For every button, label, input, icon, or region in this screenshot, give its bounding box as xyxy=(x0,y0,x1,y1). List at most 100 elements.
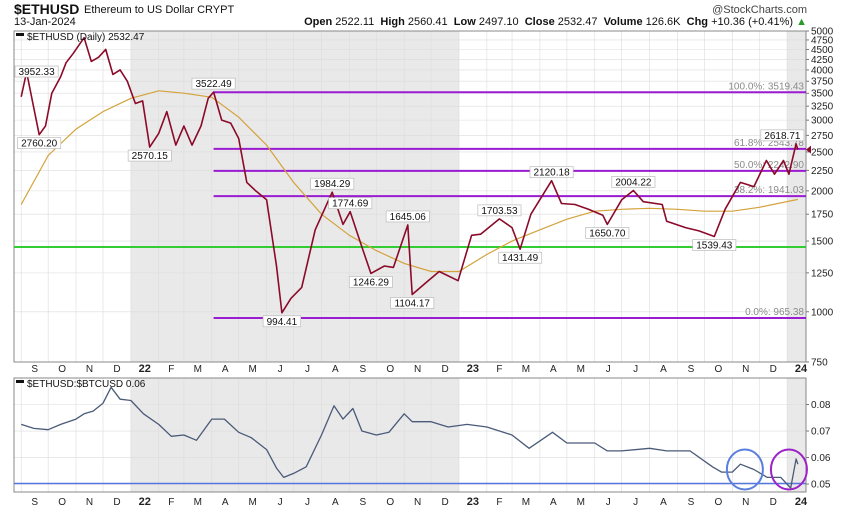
ratio-x-tick-label: O xyxy=(386,497,394,508)
y-tick-label: 3750 xyxy=(811,77,834,88)
y-tick-label: 2500 xyxy=(811,147,834,158)
pivot-label: 1104.17 xyxy=(395,299,431,310)
pivot-label-box xyxy=(191,77,236,90)
pivot-label: 3952.33 xyxy=(19,67,56,78)
x-tick-label: N xyxy=(86,364,93,375)
pivot-label: 1645.06 xyxy=(390,212,427,223)
pivot-label-box xyxy=(14,65,59,78)
pivot-label-box xyxy=(310,177,355,190)
x-tick-label: 22 xyxy=(139,363,151,375)
x-tick-label: J xyxy=(633,364,638,375)
y-tick-label: 1500 xyxy=(811,237,834,248)
x-tick-label: A xyxy=(660,364,667,375)
y-tick-label: 1000 xyxy=(811,307,834,318)
fib-level-label: 38.2%: 1941.03 xyxy=(734,185,804,196)
chg-label: Chg xyxy=(686,16,709,28)
pivot-label-box xyxy=(477,204,522,217)
ratio-x-tick-label: A xyxy=(222,497,229,508)
ratio-line xyxy=(21,386,799,489)
x-tick-label: N xyxy=(414,364,421,375)
ratio-x-tick-label: M xyxy=(194,497,202,508)
ratio-panel-frame xyxy=(13,377,807,493)
x-tick-label: O xyxy=(386,364,394,375)
x-tick-label: F xyxy=(496,364,502,375)
ratio-x-tick-label: 23 xyxy=(467,496,479,508)
ratio-x-tick-label: J xyxy=(278,497,283,508)
pivot-label-box xyxy=(585,227,630,239)
ratio-x-tick-label: A xyxy=(332,497,339,508)
ratio-x-tick-label: S xyxy=(31,497,38,508)
volume-label: Volume xyxy=(603,16,643,28)
x-tick-label: J xyxy=(305,364,310,375)
pivot-label: 2760.20 xyxy=(21,139,58,150)
ratio-x-tick-label: J xyxy=(305,497,310,508)
y-tick-label: 5000 xyxy=(811,27,834,38)
fib-level-label: 0.0%: 965.38 xyxy=(745,307,804,318)
x-tick-label: D xyxy=(441,364,448,375)
pivot-label-box xyxy=(529,166,574,179)
ratio-x-tick-label: 22 xyxy=(139,496,151,508)
pivot-label-box xyxy=(17,137,62,150)
pivot-label-box xyxy=(328,197,373,210)
open-label: Open xyxy=(304,16,333,28)
pivot-label: 1650.70 xyxy=(589,228,626,239)
x-tick-label: M xyxy=(249,364,257,375)
x-tick-label: D xyxy=(770,364,777,375)
fib-level-label: 100.0%: 3519.43 xyxy=(728,81,804,92)
x-tick-label: M xyxy=(577,364,585,375)
chart-header: $ETHUSD Ethereum to US Dollar CRYPT 13-J… xyxy=(0,0,851,30)
pivot-label-box xyxy=(127,149,172,162)
chg-value: +10.36 (+0.41%) xyxy=(711,16,794,28)
pivot-label-box xyxy=(390,297,435,309)
watermark: @StockCharts.com xyxy=(712,4,807,16)
low-label: Low xyxy=(453,16,476,28)
x-tick-label: J xyxy=(606,364,611,375)
legend-swatch xyxy=(16,380,24,383)
pivot-label: 1539.43 xyxy=(696,241,733,252)
pivot-label-box xyxy=(692,239,737,251)
high-value: 2560.41 xyxy=(407,16,448,28)
pivot-label: 3522.49 xyxy=(195,79,232,90)
y-tick-label: 1250 xyxy=(811,268,834,279)
last-value-marker xyxy=(806,145,811,154)
y-tick-label: 750 xyxy=(811,358,828,369)
chart-date: 13-Jan-2024 xyxy=(14,16,76,28)
pivot-label-box xyxy=(385,210,430,223)
y-tick-label: 2250 xyxy=(811,166,834,177)
ratio-x-tick-label: M xyxy=(249,497,257,508)
main-legend: $ETHUSD (Daily) 2532.47 xyxy=(27,32,145,43)
ratio-x-tick-label: N xyxy=(86,497,93,508)
y-tick-label: 3000 xyxy=(811,116,834,127)
ratio-x-tick-label: 24 xyxy=(795,496,808,508)
x-tick-label: F xyxy=(168,364,174,375)
y-tick-label: 1750 xyxy=(811,210,834,221)
ratio-x-tick-label: A xyxy=(550,497,557,508)
y-tick-label: 3500 xyxy=(811,89,834,100)
highlight-circle xyxy=(725,448,764,491)
x-tick-label: N xyxy=(742,364,749,375)
up-arrow-icon: ▲ xyxy=(796,16,807,28)
volume-value: 126.6K xyxy=(645,16,681,28)
ratio-x-tick-label: M xyxy=(577,497,585,508)
open-value: 2522.11 xyxy=(335,16,375,28)
pivot-label: 994.41 xyxy=(267,317,298,328)
ratio-x-tick-label: O xyxy=(714,497,722,508)
x-tick-label: 23 xyxy=(467,363,479,375)
ratio-x-tick-label: O xyxy=(58,497,66,508)
ratio-x-tick-label: D xyxy=(113,497,120,508)
x-tick-label: O xyxy=(714,364,722,375)
pivot-label-box xyxy=(611,176,656,188)
y-tick-label: 3250 xyxy=(811,102,834,113)
ratio-x-tick-label: F xyxy=(496,497,502,508)
pivot-label-box xyxy=(262,315,302,328)
ratio-y-tick-label: 0.08 xyxy=(811,400,831,411)
pivot-label-box xyxy=(498,251,543,264)
x-tick-label: A xyxy=(332,364,339,375)
ratio-x-tick-label: D xyxy=(770,497,777,508)
highlight-circle xyxy=(769,448,808,491)
x-tick-label: 24 xyxy=(795,363,808,375)
ratio-x-tick-label: J xyxy=(633,497,638,508)
close-value: 2532.47 xyxy=(557,16,598,28)
y-tick-label: 4500 xyxy=(811,45,834,56)
pivot-label: 2570.15 xyxy=(132,151,169,162)
